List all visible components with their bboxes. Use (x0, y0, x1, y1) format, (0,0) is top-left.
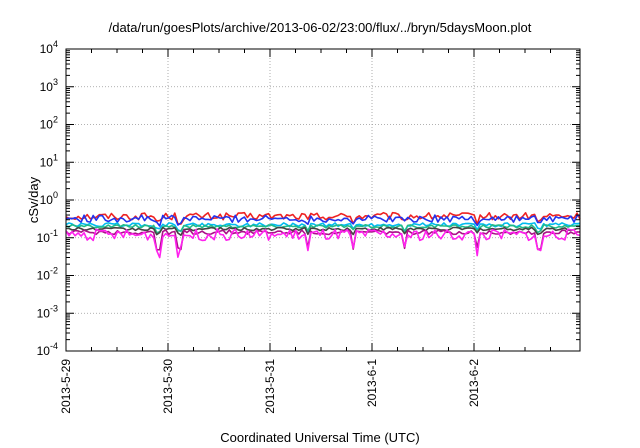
y-tick-label: 10-1 (37, 228, 58, 245)
x-tick-label: 2013-5-31 (263, 359, 277, 414)
series-layer (65, 211, 581, 259)
x-tick-label: 2013-6-1 (365, 359, 379, 407)
y-tick-label: 100 (40, 190, 58, 207)
y-tick-label: 102 (40, 115, 58, 132)
x-tick-label: 2013-5-30 (161, 359, 175, 414)
y-tick-label: 10-3 (37, 303, 58, 320)
tick-layer (65, 48, 580, 352)
series-line (65, 224, 581, 234)
grid-layer (66, 49, 580, 351)
x-axis-label: Coordinated Universal Time (UTC) (220, 430, 420, 445)
series-line (65, 229, 581, 251)
series-line (65, 228, 581, 259)
series-line (65, 211, 581, 226)
x-tick-label: 2013-5-29 (59, 359, 73, 414)
series-line (65, 214, 581, 227)
chart-title: /data/run/goesPlots/archive/2013-06-02/2… (108, 20, 532, 35)
x-tick-label: 2013-6-2 (467, 359, 481, 407)
y-tick-label: 101 (40, 152, 58, 169)
y-tick-label: 104 (40, 39, 58, 56)
label-layer: 104 103 102 101 100 10-1 10-2 10-3 10-42013-5-29… (26, 39, 481, 414)
y-tick-label: 10-2 (37, 266, 58, 283)
y-axis-label: cSv/day (26, 176, 41, 223)
y-tick-label: 10-4 (37, 341, 58, 358)
y-tick-label: 103 (40, 77, 58, 94)
plot-frame (65, 48, 581, 352)
